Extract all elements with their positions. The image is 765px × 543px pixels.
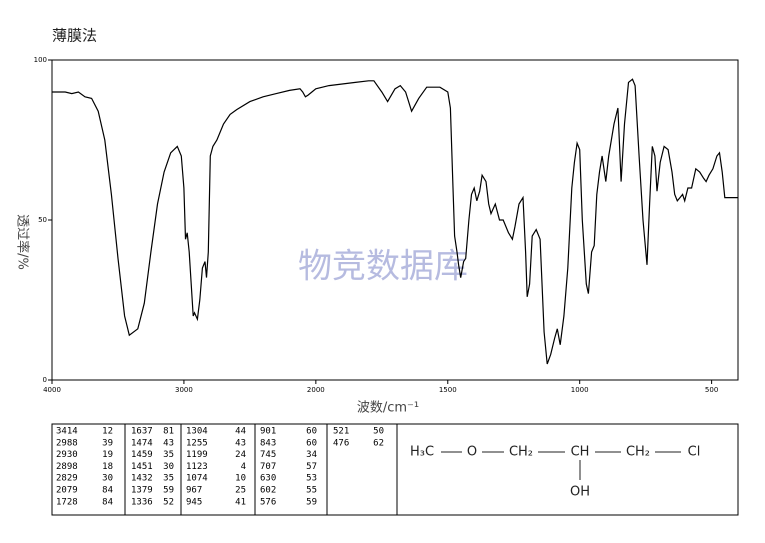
peak-wavenumber: 2898 [56, 462, 78, 472]
table-frame [51, 423, 739, 516]
peak-wavenumber: 1255 [186, 438, 208, 448]
peak-transmittance: 18 [102, 462, 113, 472]
peak-transmittance: 4 [241, 462, 246, 472]
structure-substituent: OH [570, 485, 590, 500]
peak-wavenumber: 602 [260, 486, 276, 496]
table-dividers [124, 424, 398, 515]
spectrum-line [52, 78, 738, 365]
peak-transmittance: 84 [102, 486, 113, 496]
peak-transmittance: 52 [163, 497, 174, 507]
x-tick-label: 2000 [307, 386, 325, 394]
structure-group: O [467, 445, 477, 460]
structure-group: CH₂ [509, 445, 533, 460]
peak-wavenumber: 521 [333, 427, 349, 437]
peak-transmittance: 60 [306, 427, 317, 437]
peak-transmittance: 50 [373, 427, 384, 437]
y-tick-label: 100 [34, 56, 47, 64]
peak-transmittance: 43 [163, 438, 174, 448]
y-tick-label: 50 [38, 216, 47, 224]
peak-wavenumber: 476 [333, 438, 349, 448]
peak-wavenumber: 1199 [186, 450, 208, 460]
peak-wavenumber: 576 [260, 497, 276, 507]
peak-wavenumber: 1304 [186, 427, 208, 437]
peak-wavenumber: 1451 [131, 462, 153, 472]
peak-wavenumber: 3414 [56, 427, 78, 437]
peak-wavenumber: 901 [260, 427, 276, 437]
peak-wavenumber: 630 [260, 474, 276, 484]
peak-wavenumber: 1432 [131, 474, 153, 484]
peak-transmittance: 12 [102, 427, 113, 437]
peak-wavenumber: 745 [260, 450, 276, 460]
peak-wavenumber: 945 [186, 497, 202, 507]
peak-transmittance: 53 [306, 474, 317, 484]
peak-wavenumber: 2079 [56, 486, 78, 496]
peak-transmittance: 24 [235, 450, 246, 460]
peak-transmittance: 34 [306, 450, 317, 460]
peak-transmittance: 19 [102, 450, 113, 460]
y-axis-label: 透过率/% [15, 214, 31, 270]
chart-title: 薄膜法 [52, 27, 97, 45]
x-tick-label: 3000 [175, 386, 193, 394]
peak-transmittance: 60 [306, 438, 317, 448]
peak-wavenumber: 843 [260, 438, 276, 448]
peak-transmittance: 39 [102, 438, 113, 448]
peak-wavenumber: 1336 [131, 497, 153, 507]
peak-transmittance: 41 [235, 497, 246, 507]
peak-transmittance: 62 [373, 438, 384, 448]
watermark: 物竞数据库 [298, 247, 468, 287]
x-tick-label: 1500 [439, 386, 457, 394]
x-tick-label: 500 [705, 386, 718, 394]
peak-wavenumber: 1728 [56, 497, 78, 507]
peak-transmittance: 35 [163, 474, 174, 484]
peak-transmittance: 35 [163, 450, 174, 460]
structure-group: CH₂ [626, 445, 650, 460]
peak-transmittance: 44 [235, 427, 246, 437]
peak-wavenumber: 2930 [56, 450, 78, 460]
peak-wavenumber: 1074 [186, 474, 208, 484]
peak-transmittance: 25 [235, 486, 246, 496]
peak-transmittance: 59 [163, 486, 174, 496]
peak-wavenumber: 707 [260, 462, 276, 472]
y-tick-label: 0 [43, 376, 47, 384]
x-tick-label: 1000 [571, 386, 589, 394]
peak-wavenumber: 1379 [131, 486, 153, 496]
peak-transmittance: 81 [163, 427, 174, 437]
peak-wavenumber: 2988 [56, 438, 78, 448]
peak-wavenumber: 1459 [131, 450, 153, 460]
peak-wavenumber: 1123 [186, 462, 208, 472]
peak-transmittance: 55 [306, 486, 317, 496]
peak-transmittance: 30 [163, 462, 174, 472]
peak-transmittance: 43 [235, 438, 246, 448]
peak-transmittance: 30 [102, 474, 113, 484]
structure-group: Cl [688, 445, 701, 460]
peak-transmittance: 10 [235, 474, 246, 484]
peak-transmittance: 57 [306, 462, 317, 472]
peak-wavenumber: 967 [186, 486, 202, 496]
peak-transmittance: 59 [306, 497, 317, 507]
peak-wavenumber: 1637 [131, 427, 153, 437]
structure-group: CH [571, 445, 590, 460]
x-tick-label: 4000 [43, 386, 61, 394]
peak-transmittance: 84 [102, 497, 113, 507]
x-axis-label: 波数/cm⁻¹ [357, 401, 419, 416]
peak-wavenumber: 2829 [56, 474, 78, 484]
peak-wavenumber: 1474 [131, 438, 153, 448]
structure-group: H₃C [410, 445, 434, 460]
